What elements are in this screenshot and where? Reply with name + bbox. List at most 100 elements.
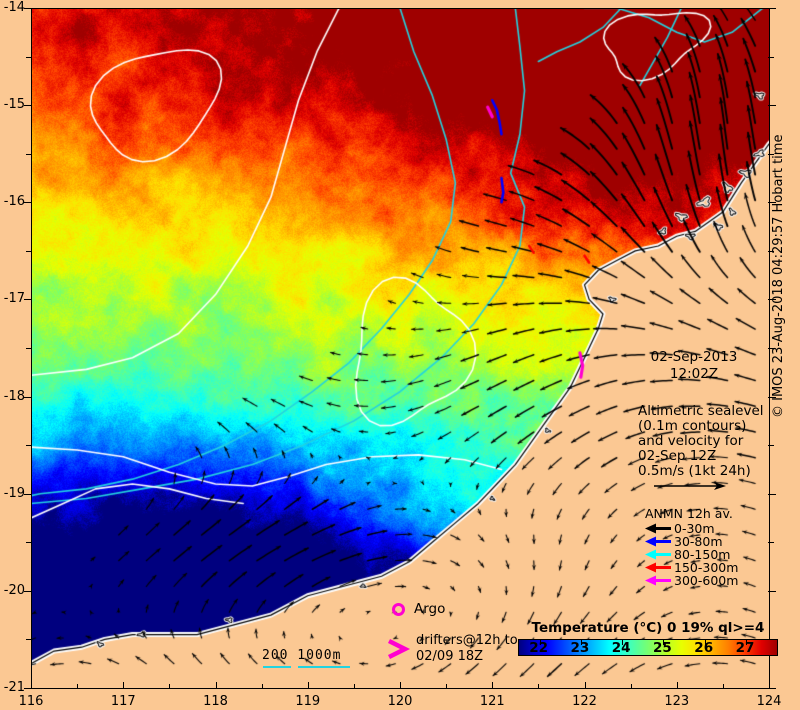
annotation-line-4: 02-Sep 12Z: [638, 448, 717, 464]
y-tick-right: [768, 688, 776, 689]
y-tick-right: [768, 105, 776, 107]
y-minor-tick-right: [768, 153, 774, 155]
x-tick: [307, 682, 309, 689]
y-tick-label: -14: [3, 0, 25, 15]
depth-legend: ANMN 12h av. 0-30m 30-80m 80-150m 150-300m 3…: [645, 506, 739, 588]
colorbar-tick-label: 26: [694, 640, 714, 656]
drifter-legend-line-2: 02/09 18Z: [416, 648, 484, 664]
y-minor-tick: [26, 250, 32, 252]
x-axis-line-top: [31, 8, 770, 9]
y-tick: [24, 688, 32, 689]
y-tick: [24, 299, 32, 301]
y-minor-tick: [26, 153, 32, 155]
y-minor-tick: [26, 542, 32, 544]
depth-legend-label: 80-150m: [674, 547, 731, 562]
x-minor-tick: [353, 684, 355, 689]
y-tick: [24, 396, 32, 398]
x-minor-tick: [261, 684, 263, 689]
x-minor-tick: [169, 684, 171, 689]
depth-arrow-icon: [645, 523, 671, 534]
colorbar-gradient: [518, 639, 778, 656]
x-tick: [123, 682, 125, 689]
y-minor-tick-right: [768, 542, 774, 544]
x-tick-label: 117: [110, 694, 136, 709]
colorbar-tick: [663, 640, 665, 645]
y-tick-right: [768, 493, 776, 495]
y-tick: [24, 202, 32, 204]
x-tick-label: 120: [387, 694, 413, 709]
y-tick-label: -15: [3, 97, 25, 113]
annotation-line-2: (0.1m contours): [638, 418, 747, 434]
bathymetry-200m-line: [263, 666, 291, 668]
map-plot-area[interactable]: [31, 8, 769, 688]
colorbar-title: Temperature (°C) 0 19% ql>=4: [531, 620, 765, 636]
depth-legend-label: 300-600m: [674, 573, 739, 588]
colorbar-tick-label: 22: [529, 640, 549, 656]
x-tick-label: 124: [756, 694, 782, 709]
y-tick-label: -18: [3, 388, 25, 404]
x-tick: [584, 682, 586, 689]
x-tick: [492, 682, 494, 689]
y-tick-label: -20: [3, 582, 25, 598]
argo-marker-icon: [392, 602, 405, 616]
x-tick-label: 121: [479, 694, 505, 709]
colorbar-tick-label: 24: [611, 640, 631, 656]
x-minor-tick: [722, 684, 724, 689]
depth-legend-item: 150-300m: [645, 560, 739, 575]
y-tick-right: [768, 202, 776, 204]
y-tick-label: -16: [3, 194, 25, 210]
x-tick: [31, 682, 32, 689]
y-tick-label: -19: [3, 485, 25, 501]
depth-legend-label: 150-300m: [674, 560, 739, 575]
y-tick-right: [768, 590, 776, 592]
colorbar-tick: [580, 640, 582, 645]
annotation-line-1: Altimetric sealevel: [638, 403, 764, 419]
y-minor-tick-right: [768, 56, 774, 58]
depth-arrow-icon: [645, 549, 671, 560]
x-minor-tick: [538, 684, 540, 689]
colorbar-tick: [704, 640, 706, 645]
x-tick-label: 116: [18, 694, 44, 709]
drifter-legend-text: drifters@12h to 02/09 18Z: [416, 633, 518, 664]
annotation-line-5: 0.5m/s (1kt 24h): [638, 463, 751, 479]
x-tick-label: 123: [664, 694, 690, 709]
x-minor-tick: [77, 684, 79, 689]
x-tick: [676, 682, 678, 689]
colorbar-tick: [539, 640, 541, 645]
y-tick-label: -21: [3, 680, 25, 695]
drifter-legend-line-1: drifters@12h to: [416, 633, 518, 648]
depth-arrow-icon: [645, 536, 671, 547]
depth-legend-item: 0-30m: [645, 521, 738, 536]
argo-legend-label: Argo: [414, 601, 446, 617]
colorbar-tick: [622, 640, 624, 645]
y-minor-tick: [26, 56, 32, 58]
y-minor-tick: [26, 445, 32, 447]
y-tick-label: -17: [3, 291, 25, 307]
annotation-date: 02-Sep-2013: [650, 349, 738, 365]
x-tick: [215, 682, 217, 689]
bathymetry-1000m-line: [298, 666, 350, 668]
bathymetry-legend: 200 1000m: [262, 648, 350, 668]
colorbar-tick-label: 27: [735, 640, 755, 656]
x-minor-tick: [630, 684, 632, 689]
annotation-time: 12:02Z: [669, 366, 719, 382]
x-tick: [400, 682, 401, 689]
y-minor-tick: [26, 639, 32, 641]
temperature-colorbar[interactable]: Temperature (°C) 0 19% ql>=4 22 23 24 25 26 2…: [518, 620, 778, 656]
drifter-legend: drifters@12h to 02/09 18Z: [386, 633, 518, 664]
y-tick-right: [768, 299, 776, 301]
colorbar-tick-label: 23: [570, 640, 590, 656]
x-tick-label: 122: [572, 694, 597, 709]
depth-legend-item: 300-600m: [645, 573, 739, 588]
velocity-and-contour-overlay: [31, 8, 769, 688]
x-tick-label: 118: [203, 694, 228, 709]
y-tick: [24, 493, 32, 495]
y-tick: [24, 590, 32, 592]
colorbar-tick-label: 25: [653, 640, 672, 656]
y-minor-tick-right: [768, 445, 774, 447]
reference-velocity-arrow: [654, 482, 726, 490]
depth-legend-title: ANMN 12h av.: [645, 506, 733, 521]
argo-legend: Argo: [392, 601, 445, 617]
depth-legend-rows: 0-30m 30-80m 80-150m 150-300m 300-600m: [645, 521, 739, 588]
depth-legend-label: 0-30m: [674, 521, 715, 536]
